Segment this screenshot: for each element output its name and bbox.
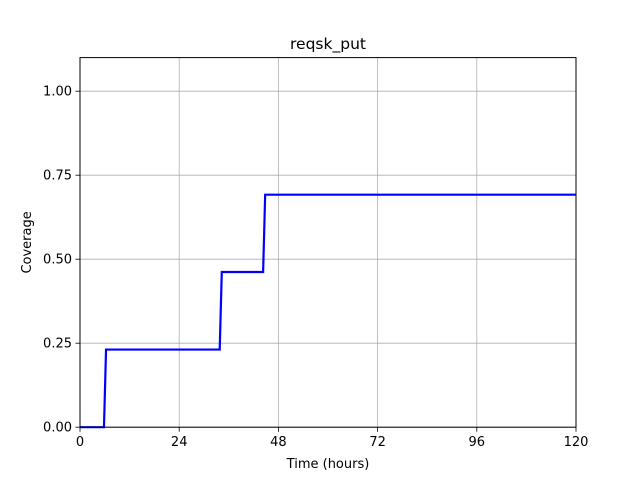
x-tick-label: 24 bbox=[171, 435, 188, 450]
plot-frame bbox=[79, 57, 577, 428]
x-tick-label: 120 bbox=[564, 435, 589, 450]
y-tick-label: 0.75 bbox=[43, 169, 72, 184]
series-layer bbox=[80, 193, 576, 429]
chart-title: reqsk_put bbox=[290, 35, 366, 54]
x-tick-label: 48 bbox=[270, 435, 287, 450]
coverage-series-line bbox=[80, 193, 576, 429]
y-axis-label: Coverage bbox=[20, 211, 35, 273]
x-tick-label: 0 bbox=[76, 435, 84, 450]
x-tick-label: 72 bbox=[369, 435, 386, 450]
y-tick-label: 0.25 bbox=[43, 337, 72, 352]
ticks: 0 24 48 72 96 120 0.00 0.25 0.50 0.75 1.00 bbox=[43, 85, 588, 451]
y-tick-label: 0.00 bbox=[43, 421, 72, 436]
x-tick-label: 96 bbox=[469, 435, 486, 450]
x-axis-label: Time (hours) bbox=[286, 457, 370, 472]
y-tick-label: 0.50 bbox=[43, 253, 72, 268]
y-tick-label: 1.00 bbox=[43, 85, 72, 100]
